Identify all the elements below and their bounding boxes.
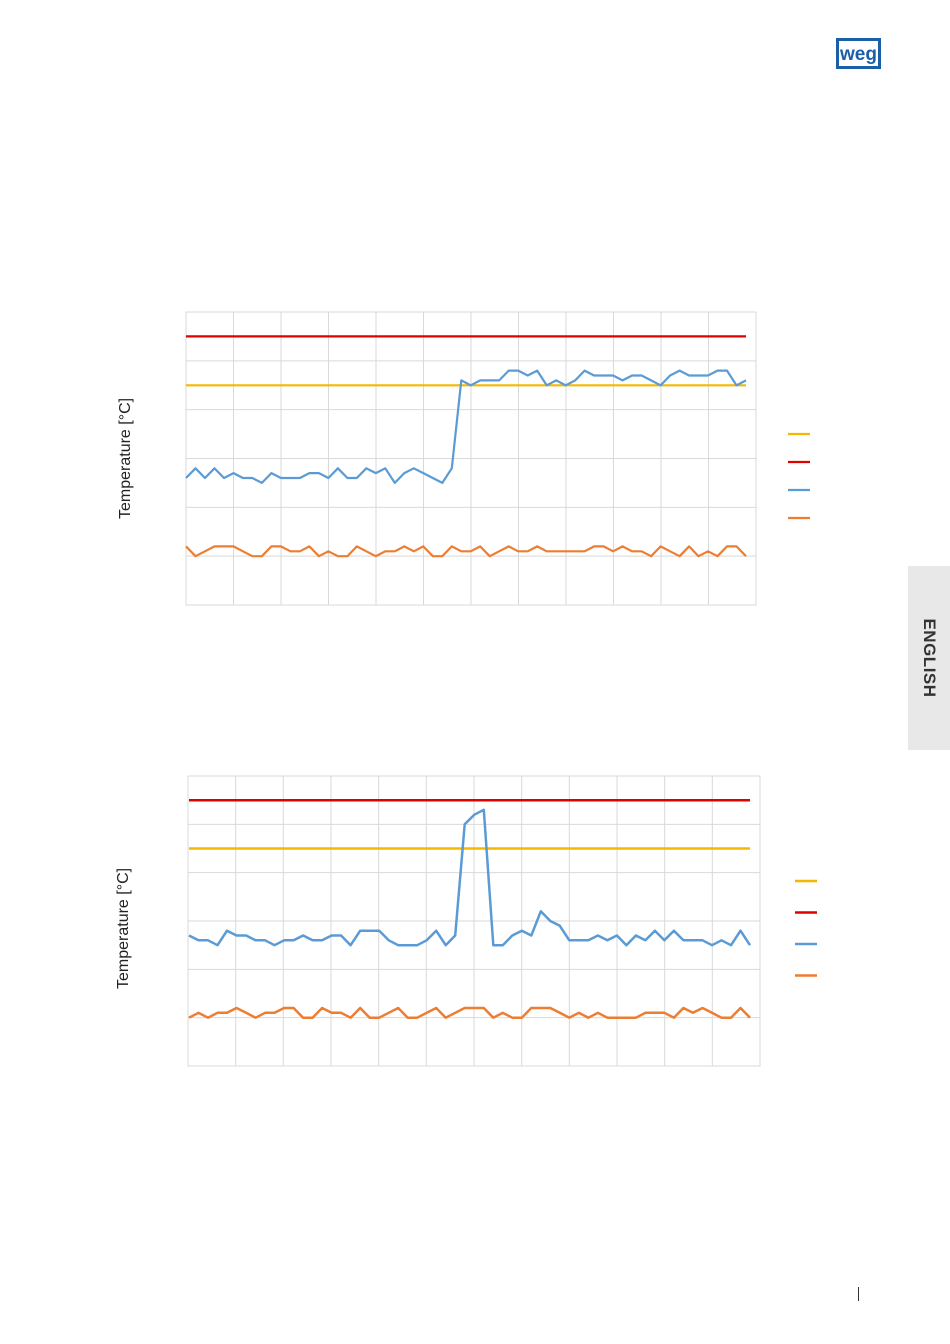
chart-2-series-blue xyxy=(188,808,752,947)
svg-text:weg: weg xyxy=(839,44,877,65)
chart-1-series-blue xyxy=(185,369,747,484)
language-tab[interactable]: ENGLISH xyxy=(908,566,950,750)
chart-1-plot-frame xyxy=(185,311,757,606)
chart-2-plot-frame xyxy=(187,775,761,1067)
chart-2-ylabel: Temperature [°C] xyxy=(115,867,132,989)
chart-1-series-orange xyxy=(185,545,747,558)
page-number-divider xyxy=(858,1287,859,1301)
chart-1-ylabel: Temperature [°C] xyxy=(117,397,134,519)
chart-2-series-orange xyxy=(188,1006,751,1019)
language-tab-label: ENGLISH xyxy=(920,618,939,698)
weg-logo: weg xyxy=(836,38,881,69)
